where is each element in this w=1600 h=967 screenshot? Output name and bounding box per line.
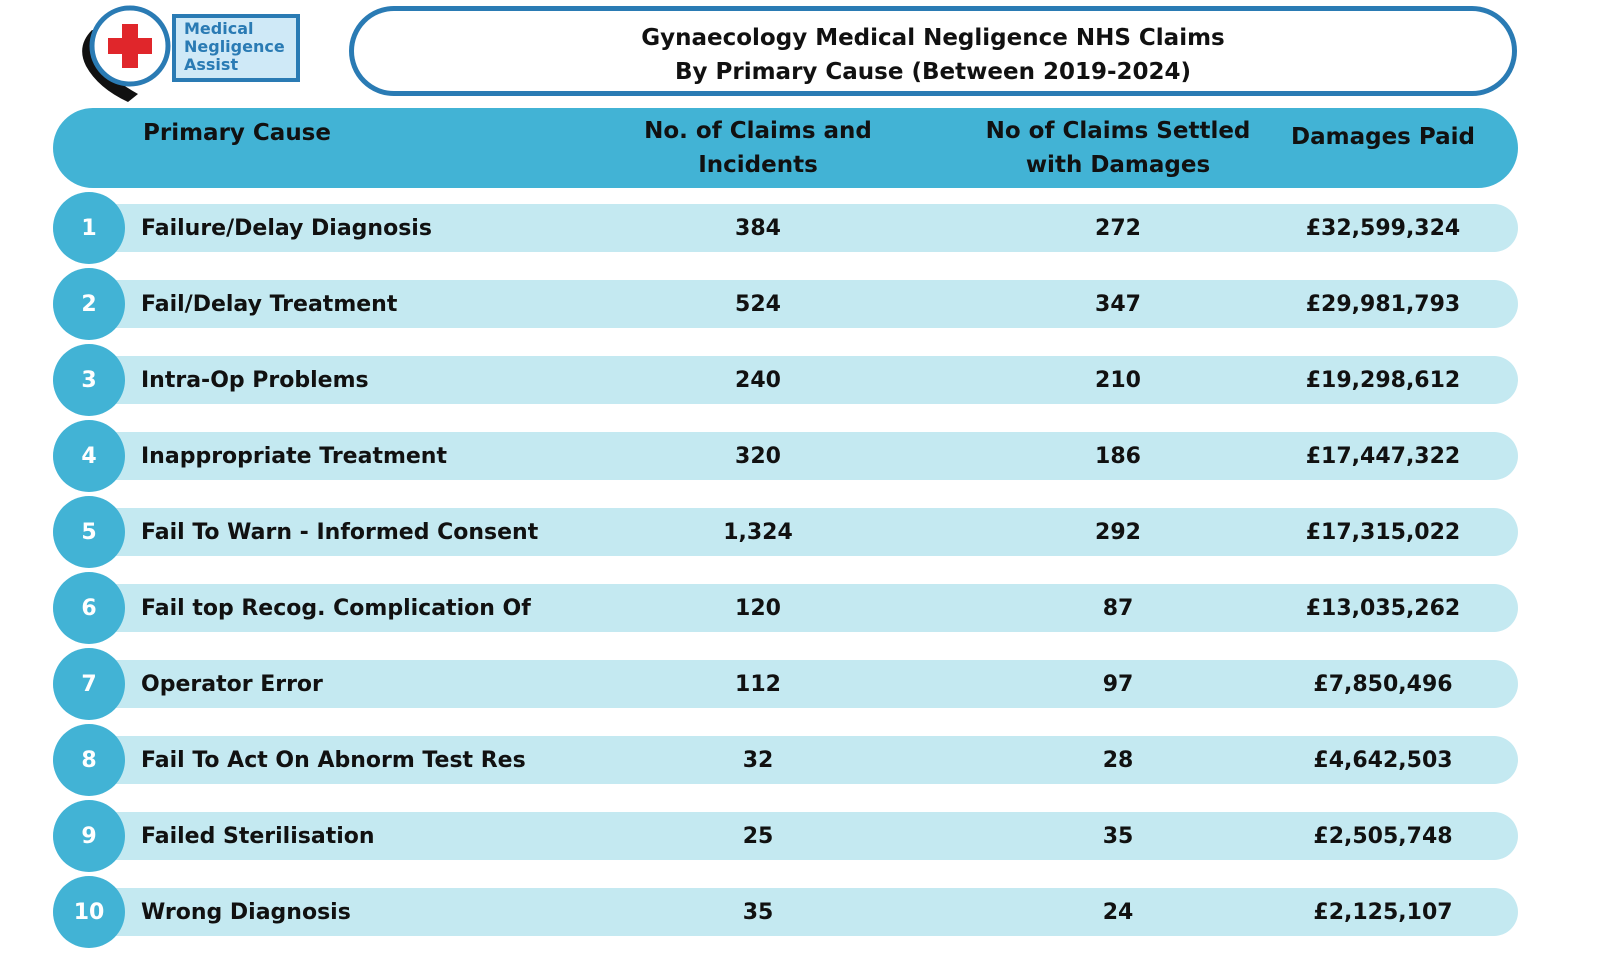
logo-line: Negligence — [184, 37, 285, 56]
cell-damages-paid: £19,298,612 — [1305, 367, 1461, 393]
cell-primary-cause: Failed Sterilisation — [141, 823, 375, 849]
cell-damages-paid: £2,125,107 — [1313, 899, 1453, 925]
cell-claims-incidents: 120 — [735, 595, 781, 621]
cell-primary-cause: Operator Error — [141, 671, 323, 697]
logo-line: Assist — [184, 55, 239, 74]
table-row: 4 Inappropriate Treatment 320 186 £17,447,32… — [53, 420, 1518, 492]
cell-claims-incidents: 320 — [735, 443, 781, 469]
cell-damages-paid: £2,505,748 — [1313, 823, 1453, 849]
cell-claims-incidents: 384 — [735, 215, 781, 241]
cell-claims-incidents: 35 — [742, 899, 774, 925]
row-number-badge: 2 — [53, 268, 125, 340]
row-number-badge: 7 — [53, 648, 125, 720]
cell-claims-settled: 24 — [1102, 899, 1134, 925]
logo-badge — [172, 14, 300, 82]
table-row: 1 Failure/Delay Diagnosis 384 272 £32,599,32… — [53, 192, 1518, 264]
header-settled-line: with Damages — [1025, 152, 1211, 178]
header-cause-text: Primary Cause — [143, 120, 331, 146]
cell-primary-cause: Intra-Op Problems — [141, 367, 369, 393]
row-bar — [53, 736, 1518, 784]
row-number-badge: 8 — [53, 724, 125, 796]
cell-claims-settled: 186 — [1095, 443, 1141, 469]
row-bar — [53, 660, 1518, 708]
cell-primary-cause: Fail To Warn - Informed Consent — [141, 519, 539, 545]
header-claims-incidents: No. of Claims and Incidents — [638, 108, 878, 188]
cell-claims-incidents: 32 — [742, 747, 774, 773]
cell-damages-paid: £4,642,503 — [1313, 747, 1453, 773]
row-number-badge: 10 — [53, 876, 125, 948]
table-row: 2 Fail/Delay Treatment 524 347 £29,981,793 — [53, 268, 1518, 340]
title-line-1: Gynaecology Medical Negligence NHS Claim… — [641, 25, 1225, 51]
table-row: 3 Intra-Op Problems 240 210 £19,298,612 — [53, 344, 1518, 416]
cell-claims-settled: 28 — [1102, 747, 1134, 773]
row-bar — [53, 888, 1518, 936]
phone-cross-icon — [82, 5, 171, 102]
row-number-badge: 9 — [53, 800, 125, 872]
cell-primary-cause: Wrong Diagnosis — [141, 899, 351, 925]
cell-claims-settled: 272 — [1095, 215, 1141, 241]
logo: Medical Negligence Assist — [72, 2, 312, 107]
table-row: 6 Fail top Recog. Complication Of 120 87 £13… — [53, 572, 1518, 644]
cell-damages-paid: £7,850,496 — [1313, 671, 1453, 697]
title-line-2: By Primary Cause (Between 2019-2024) — [674, 59, 1192, 85]
row-number-badge: 1 — [53, 192, 125, 264]
table-row: 7 Operator Error 112 97 £7,850,496 — [53, 648, 1518, 720]
header-claims-line: Incidents — [698, 152, 818, 178]
cell-claims-incidents: 1,324 — [723, 519, 793, 545]
cell-claims-settled: 87 — [1102, 595, 1134, 621]
row-bar — [53, 508, 1518, 556]
cell-claims-settled: 347 — [1095, 291, 1141, 317]
table-header: Primary Cause No. of Claims and Incident… — [53, 108, 1518, 188]
row-bar — [53, 584, 1518, 632]
cell-claims-incidents: 25 — [742, 823, 774, 849]
table-row: 9 Failed Sterilisation 25 35 £2,505,748 — [53, 800, 1518, 872]
logo-line: Medical — [184, 19, 254, 38]
row-number-badge: 6 — [53, 572, 125, 644]
header-claims-line: No. of Claims and — [644, 118, 872, 144]
cell-claims-incidents: 112 — [735, 671, 781, 697]
cell-primary-cause: Fail To Act On Abnorm Test Res — [141, 747, 526, 773]
table-row: 5 Fail To Warn - Informed Consent 1,324 292… — [53, 496, 1518, 568]
header-damages-paid: Damages Paid — [1273, 108, 1493, 188]
cell-damages-paid: £17,447,322 — [1305, 443, 1461, 469]
cell-damages-paid: £17,315,022 — [1305, 519, 1461, 545]
header-primary-cause: Primary Cause — [143, 108, 443, 188]
header-damages-text: Damages Paid — [1291, 124, 1475, 150]
cell-primary-cause: Fail/Delay Treatment — [141, 291, 398, 317]
cell-primary-cause: Fail top Recog. Complication Of — [141, 595, 531, 621]
cell-claims-incidents: 240 — [735, 367, 781, 393]
cell-primary-cause: Failure/Delay Diagnosis — [141, 215, 432, 241]
cell-damages-paid: £29,981,793 — [1305, 291, 1461, 317]
table-row: 8 Fail To Act On Abnorm Test Res 32 28 £4,64… — [53, 724, 1518, 796]
cell-claims-incidents: 524 — [735, 291, 781, 317]
cell-claims-settled: 292 — [1095, 519, 1141, 545]
logo-wordmark: Medical Negligence Assist — [184, 20, 304, 74]
row-bar — [53, 812, 1518, 860]
table-row: 10 Wrong Diagnosis 35 24 £2,125,107 — [53, 876, 1518, 948]
cell-primary-cause: Inappropriate Treatment — [141, 443, 447, 469]
cell-claims-settled: 35 — [1102, 823, 1134, 849]
row-bar — [53, 356, 1518, 404]
page-title: Gynaecology Medical Negligence NHS Claim… — [349, 6, 1517, 96]
row-bar — [53, 432, 1518, 480]
row-bar — [53, 204, 1518, 252]
header-claims-settled: No of Claims Settled with Damages — [973, 108, 1263, 188]
row-number-badge: 4 — [53, 420, 125, 492]
row-number-badge: 5 — [53, 496, 125, 568]
cell-claims-settled: 97 — [1102, 671, 1134, 697]
header-settled-line: No of Claims Settled — [985, 118, 1251, 144]
cell-damages-paid: £32,599,324 — [1305, 215, 1461, 241]
cell-damages-paid: £13,035,262 — [1305, 595, 1461, 621]
row-number-badge: 3 — [53, 344, 125, 416]
row-bar — [53, 280, 1518, 328]
cell-claims-settled: 210 — [1095, 367, 1141, 393]
